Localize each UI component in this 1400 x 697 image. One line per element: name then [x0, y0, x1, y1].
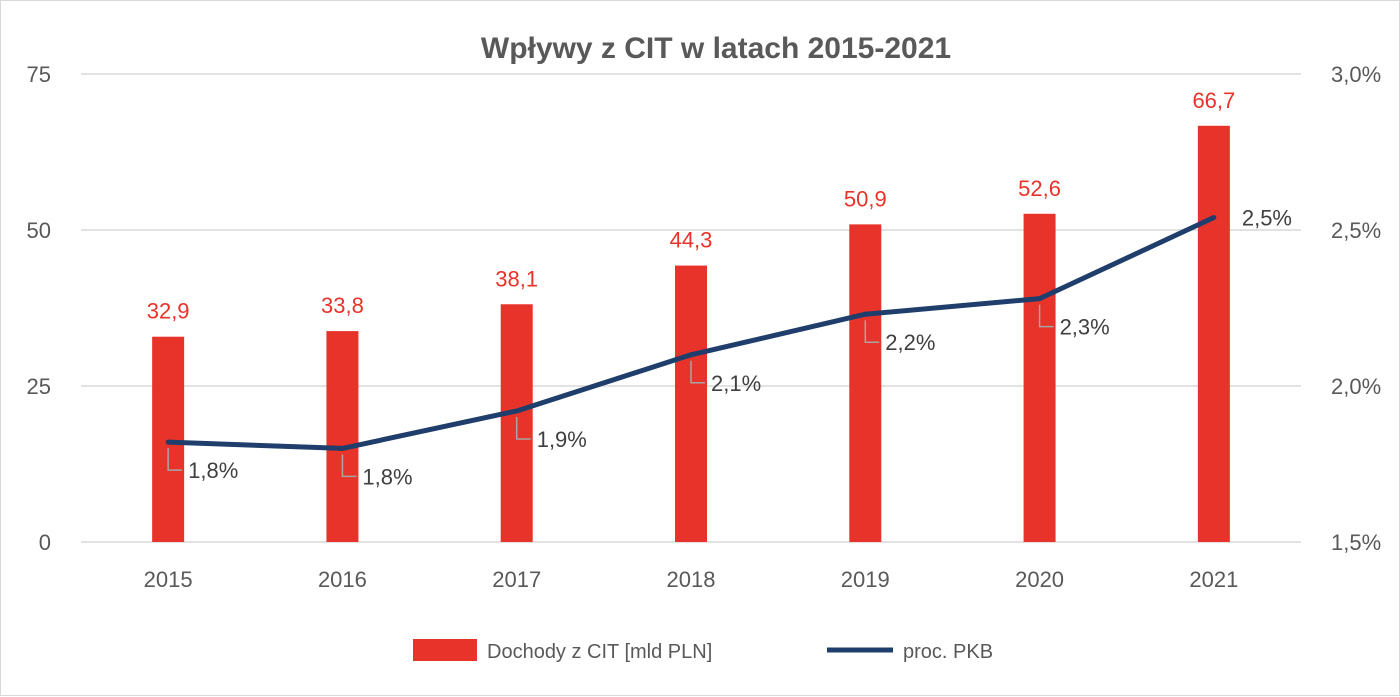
left-tick-label: 75	[27, 62, 51, 87]
right-axis: 1,5% 2,0% 2,5% 3,0%	[1331, 62, 1381, 555]
bar-labels: 32,9 33,8 38,1 44,3 50,9 52,6 66,7	[147, 88, 1236, 324]
x-axis: 2015 2016 2017 2018 2019 2020 2021	[144, 567, 1239, 592]
line-point	[688, 352, 694, 358]
line-series	[165, 215, 1217, 451]
x-tick-label: 2017	[492, 567, 541, 592]
line-value-label: 2,1%	[711, 371, 761, 396]
bar	[152, 336, 185, 542]
bar-value-label: 44,3	[670, 228, 713, 253]
line-point	[514, 408, 520, 414]
x-tick-label: 2020	[1015, 567, 1064, 592]
right-tick-label: 3,0%	[1331, 62, 1381, 87]
bar	[849, 224, 882, 542]
line-value-label: 1,8%	[188, 458, 238, 483]
line-value-label: 2,3%	[1060, 315, 1110, 340]
leader-line	[341, 454, 357, 478]
leader-line	[690, 360, 705, 384]
leader-line	[515, 416, 531, 440]
bar	[1197, 125, 1230, 543]
line-value-label: 2,2%	[885, 330, 935, 355]
leader-line	[864, 320, 880, 343]
bar	[675, 265, 707, 542]
chart-title: Wpływy z CIT w latach 2015-2021	[481, 32, 951, 65]
bar-value-label: 32,9	[147, 299, 190, 324]
line-value-label: 2,5%	[1242, 206, 1292, 231]
bar-value-label: 50,9	[844, 186, 887, 211]
line-point	[165, 439, 171, 445]
leader-line	[1038, 304, 1054, 328]
bar	[1023, 213, 1056, 542]
x-tick-label: 2015	[144, 567, 193, 592]
line-value-label: 1,9%	[537, 427, 587, 452]
x-tick-label: 2016	[318, 567, 367, 592]
left-tick-label: 50	[27, 218, 51, 243]
legend-label-bars: Dochody z CIT [mld PLN]	[487, 641, 712, 663]
right-tick-label: 1,5%	[1331, 530, 1381, 555]
bar-value-label: 66,7	[1192, 88, 1235, 113]
x-tick-label: 2021	[1189, 567, 1238, 592]
left-tick-label: 25	[27, 374, 51, 399]
bar-series	[152, 125, 1230, 543]
bar-value-label: 33,8	[321, 293, 364, 318]
line-point	[862, 311, 868, 317]
line-value-label: 1,8%	[362, 464, 412, 489]
leader-line	[167, 448, 183, 471]
line-point	[339, 445, 345, 451]
line-labels: 1,8% 1,8% 1,9% 2,1% 2,2% 2,3% 2,5%	[167, 206, 1292, 489]
legend-swatch-bars	[413, 639, 477, 661]
line-point	[1211, 215, 1217, 221]
x-tick-label: 2018	[667, 567, 716, 592]
right-tick-label: 2,0%	[1331, 374, 1381, 399]
bar-value-label: 52,6	[1018, 176, 1061, 201]
x-tick-label: 2019	[841, 567, 890, 592]
right-tick-label: 2,5%	[1331, 218, 1381, 243]
bar-value-label: 38,1	[495, 266, 538, 291]
line-point	[1037, 296, 1043, 302]
left-axis: 0 25 50 75	[27, 62, 51, 555]
legend-label-line: proc. PKB	[903, 641, 993, 663]
left-tick-label: 0	[39, 530, 51, 555]
legend: Dochody z CIT [mld PLN] proc. PKB	[413, 639, 993, 663]
bar	[326, 331, 359, 542]
